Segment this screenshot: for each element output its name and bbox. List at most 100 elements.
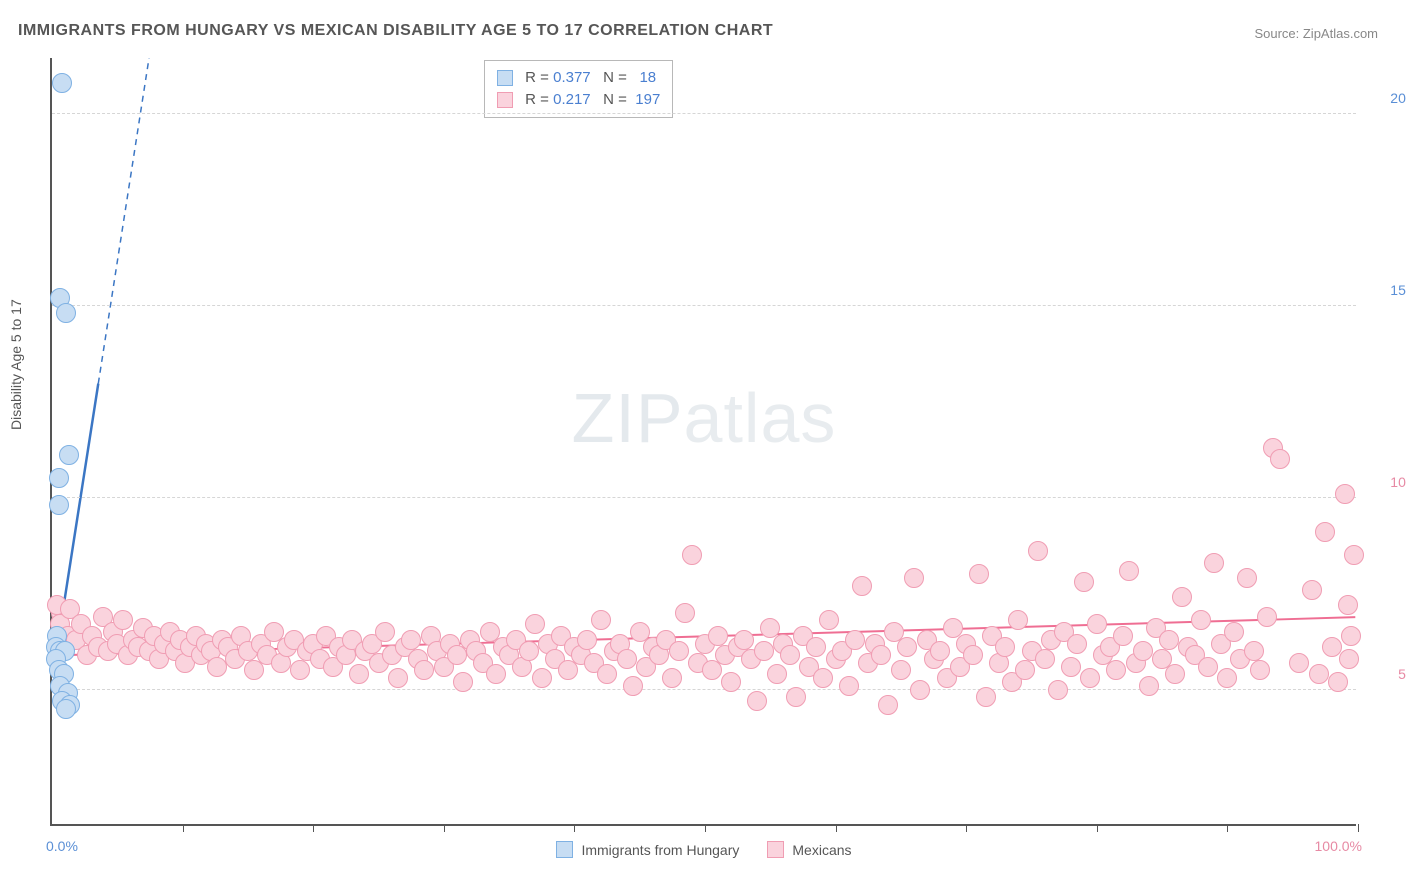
x-axis-min-label: 0.0% (46, 838, 78, 854)
data-point (721, 672, 741, 692)
data-point (617, 649, 637, 669)
data-point (1328, 672, 1348, 692)
data-point (1224, 622, 1244, 642)
data-point (669, 641, 689, 661)
data-point (976, 687, 996, 707)
gridline (52, 113, 1356, 114)
x-tick (1227, 824, 1228, 832)
data-point (1341, 626, 1361, 646)
data-point (871, 645, 891, 665)
data-point (747, 691, 767, 711)
data-point (290, 660, 310, 680)
gridline (52, 305, 1356, 306)
chart-title: IMMIGRANTS FROM HUNGARY VS MEXICAN DISAB… (18, 22, 773, 40)
data-point (1204, 553, 1224, 573)
data-point (519, 641, 539, 661)
series-legend: Immigrants from HungaryMexicans (52, 841, 1356, 858)
scatter-plot: ZIPatlas R = 0.377 N = 18 R = 0.217 N = … (50, 58, 1356, 826)
data-point (852, 576, 872, 596)
data-point (1061, 657, 1081, 677)
data-point (49, 468, 69, 488)
data-point (904, 568, 924, 588)
data-point (1338, 595, 1358, 615)
data-point (1067, 634, 1087, 654)
data-point (577, 630, 597, 650)
watermark-zip: ZIP (572, 379, 684, 457)
x-axis-max-label: 100.0% (1315, 838, 1362, 854)
legend-swatch (767, 841, 784, 858)
data-point (1191, 610, 1211, 630)
data-point (1165, 664, 1185, 684)
x-tick (313, 824, 314, 832)
data-point (1048, 680, 1068, 700)
data-point (754, 641, 774, 661)
data-point (839, 676, 859, 696)
y-tick-label: 20.0% (1366, 90, 1406, 106)
correlation-stats-box: R = 0.377 N = 18 R = 0.217 N = 197 (484, 60, 673, 118)
data-point (806, 637, 826, 657)
data-point (1087, 614, 1107, 634)
y-tick-label: 15.0% (1366, 282, 1406, 298)
x-tick (1097, 824, 1098, 832)
data-point (1237, 568, 1257, 588)
data-point (1339, 649, 1359, 669)
legend-swatch (556, 841, 573, 858)
data-point (819, 610, 839, 630)
data-point (375, 622, 395, 642)
data-point (207, 657, 227, 677)
data-point (56, 699, 76, 719)
watermark: ZIPatlas (572, 378, 837, 458)
legend-label: Mexicans (792, 842, 851, 858)
stats-text: R = 0.217 N = 197 (521, 89, 660, 111)
y-tick-label: 5.0% (1366, 666, 1406, 682)
data-point (682, 545, 702, 565)
data-point (995, 637, 1015, 657)
data-point (453, 672, 473, 692)
x-tick (444, 824, 445, 832)
data-point (56, 303, 76, 323)
trend-line-extension (98, 58, 149, 384)
data-point (662, 668, 682, 688)
data-point (1133, 641, 1153, 661)
x-tick (705, 824, 706, 832)
series-swatch (497, 92, 513, 108)
stats-row: R = 0.217 N = 197 (497, 89, 660, 111)
data-point (878, 695, 898, 715)
data-point (1106, 660, 1126, 680)
data-point (786, 687, 806, 707)
data-point (113, 610, 133, 630)
data-point (963, 645, 983, 665)
data-point (1080, 668, 1100, 688)
data-point (623, 676, 643, 696)
data-point (49, 495, 69, 515)
data-point (1035, 649, 1055, 669)
data-point (52, 73, 72, 93)
trend-lines-layer (52, 58, 1356, 824)
data-point (525, 614, 545, 634)
data-point (1257, 607, 1277, 627)
data-point (1119, 561, 1139, 581)
data-point (734, 630, 754, 650)
watermark-atlas: atlas (684, 379, 837, 457)
data-point (1335, 484, 1355, 504)
x-tick (836, 824, 837, 832)
data-point (1250, 660, 1270, 680)
data-point (1198, 657, 1218, 677)
data-point (767, 664, 787, 684)
data-point (1008, 610, 1028, 630)
data-point (349, 664, 369, 684)
data-point (1302, 580, 1322, 600)
data-point (388, 668, 408, 688)
data-point (1217, 668, 1237, 688)
x-tick (183, 824, 184, 832)
data-point (401, 630, 421, 650)
data-point (1074, 572, 1094, 592)
data-point (1309, 664, 1329, 684)
data-point (1113, 626, 1133, 646)
data-point (1315, 522, 1335, 542)
data-point (486, 664, 506, 684)
data-point (1289, 653, 1309, 673)
data-point (891, 660, 911, 680)
data-point (1139, 676, 1159, 696)
gridline (52, 689, 1356, 690)
